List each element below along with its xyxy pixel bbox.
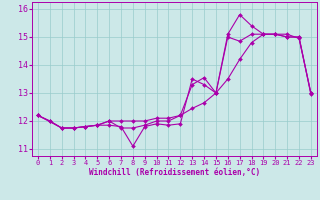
X-axis label: Windchill (Refroidissement éolien,°C): Windchill (Refroidissement éolien,°C): [89, 168, 260, 177]
